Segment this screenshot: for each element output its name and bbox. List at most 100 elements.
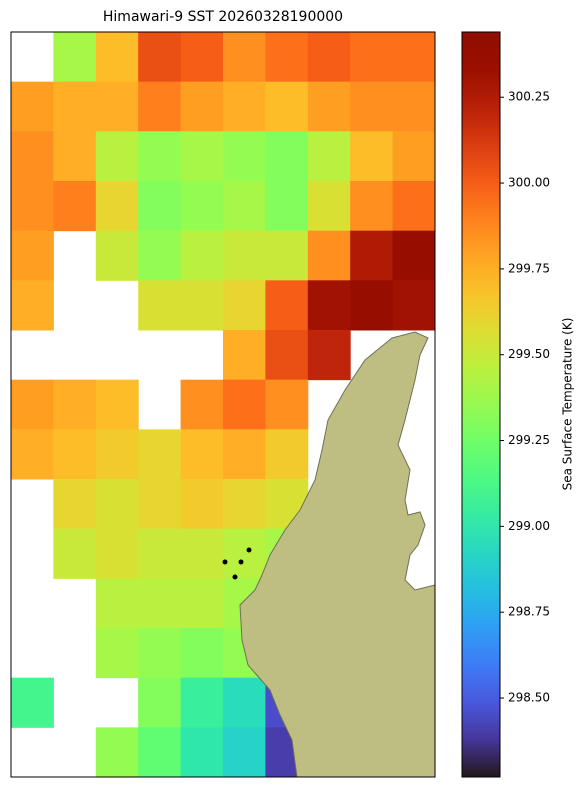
cell <box>95 429 139 480</box>
cell <box>95 32 139 83</box>
cell <box>223 379 266 430</box>
chart-title: Himawari-9 SST 20260328190000 <box>103 9 343 25</box>
cell <box>95 578 139 629</box>
cell <box>138 181 182 232</box>
cell <box>180 479 224 530</box>
colorbar-tick-label: 299.00 <box>508 519 550 533</box>
cell <box>223 479 266 530</box>
cell <box>180 429 224 480</box>
cell <box>11 81 54 132</box>
cell <box>95 131 139 182</box>
cell <box>180 628 224 679</box>
cell <box>180 677 224 728</box>
cell <box>223 32 266 83</box>
cell <box>265 429 309 480</box>
cell <box>307 131 351 182</box>
cell <box>223 81 266 132</box>
cell <box>180 81 224 132</box>
cell <box>180 727 224 778</box>
cell <box>223 727 266 778</box>
cell <box>265 330 309 381</box>
cell <box>11 131 54 182</box>
cell <box>265 230 309 281</box>
cell <box>180 578 224 629</box>
cell <box>180 280 224 331</box>
station-markers <box>222 547 252 580</box>
cell <box>350 81 394 132</box>
cell <box>95 81 139 132</box>
cell <box>95 727 139 778</box>
cell <box>307 181 351 232</box>
cell <box>180 230 224 281</box>
cell <box>11 181 54 232</box>
cell <box>223 131 266 182</box>
cell <box>138 429 182 480</box>
colorbar <box>461 31 501 778</box>
cell <box>95 528 139 579</box>
cell <box>138 727 182 778</box>
cell <box>53 81 97 132</box>
cell <box>392 181 436 232</box>
colorbar-tick-label: 300.25 <box>508 90 550 104</box>
colorbar-tick-label: 299.25 <box>508 433 550 447</box>
cell <box>265 131 309 182</box>
cell <box>180 32 224 83</box>
cell <box>11 379 54 430</box>
cell <box>392 131 436 182</box>
cell <box>11 677 54 728</box>
cell <box>223 429 266 480</box>
cell <box>11 429 54 480</box>
cell <box>307 32 351 83</box>
cell <box>223 280 266 331</box>
marker <box>232 574 238 580</box>
cell <box>53 528 97 579</box>
cell <box>138 628 182 679</box>
cell <box>265 181 309 232</box>
colorbar-tick-label: 299.75 <box>508 261 550 275</box>
colorbar-tick-label: 300.00 <box>508 176 550 190</box>
cell <box>180 131 224 182</box>
cell <box>307 330 351 381</box>
cell <box>180 528 224 579</box>
cell <box>53 131 97 182</box>
cell <box>180 181 224 232</box>
cell <box>11 230 54 281</box>
cell <box>350 131 394 182</box>
cell <box>53 181 97 232</box>
cell <box>307 230 351 281</box>
cell <box>138 32 182 83</box>
cell <box>138 280 182 331</box>
cell <box>265 280 309 331</box>
cell <box>95 628 139 679</box>
cell <box>350 230 394 281</box>
colorbar-tick-label: 298.75 <box>508 605 550 619</box>
marker <box>222 559 228 565</box>
cell <box>223 181 266 232</box>
cell <box>392 81 436 132</box>
cell <box>350 32 394 83</box>
cell <box>95 479 139 530</box>
cell <box>223 528 266 579</box>
cell <box>265 379 309 430</box>
cell <box>138 528 182 579</box>
cell <box>350 181 394 232</box>
cell <box>11 280 54 331</box>
cell <box>95 230 139 281</box>
cell <box>53 32 97 83</box>
cell <box>138 578 182 629</box>
cell <box>53 479 97 530</box>
map-frame <box>10 31 436 778</box>
cell <box>265 81 309 132</box>
cell <box>223 230 266 281</box>
cell <box>180 379 224 430</box>
cell <box>138 677 182 728</box>
heatmap <box>11 32 436 778</box>
land <box>239 331 436 778</box>
cell <box>223 677 266 728</box>
cell <box>53 429 97 480</box>
colorbar-tick-label: 299.50 <box>508 347 550 361</box>
cell <box>138 230 182 281</box>
colorbar-tick-label: 298.50 <box>508 691 550 705</box>
cell <box>53 379 97 430</box>
